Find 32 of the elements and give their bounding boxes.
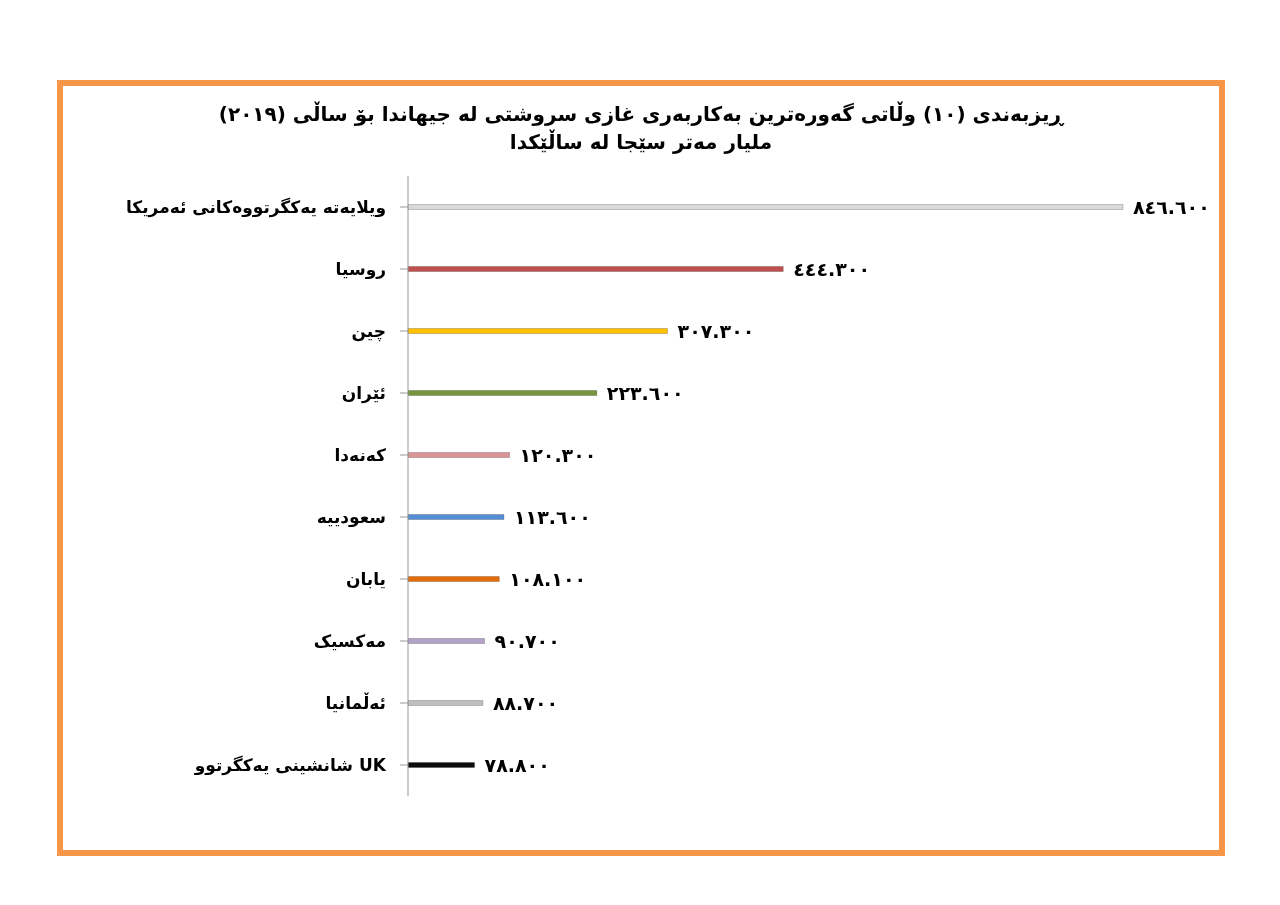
chart-title: ڕیزبەندی (١٠) وڵاتی گەورەترین بەکاربەری غازی سروشتی لە جیهاندا بۆ ساڵی (٢٠١٩) [217, 100, 1066, 128]
data-label: ٨٨.٧٠٠ [492, 691, 559, 714]
bar [407, 700, 484, 707]
data-label: ٧٨.٨٠٠ [484, 753, 550, 776]
y-tick-label: مەکسیک [313, 631, 386, 651]
bar [407, 204, 1124, 211]
y-tick-label: ویلایەتە یەکگرتووەکانی ئەمریکا [125, 197, 386, 218]
y-tick-label: چین [351, 321, 386, 342]
bar [407, 762, 476, 769]
y-tick-label: سعودییە [316, 507, 386, 528]
bar [407, 452, 511, 459]
data-label: ١٠٨.١٠٠ [509, 567, 587, 590]
bar [407, 390, 598, 397]
y-tick-label: ئێران [341, 383, 386, 404]
bar [407, 514, 505, 521]
y-tick-label: شانشینی یەکگرتوو UK [193, 755, 387, 776]
data-label: ٢٢٣.٦٠٠ [606, 381, 684, 404]
bar [407, 328, 669, 335]
y-tick-label: ئەڵمانیا [325, 692, 386, 713]
data-label: ٤٤٤.٣٠٠ [793, 257, 871, 280]
chart-subtitle: ملیار مەتر سێجا لە ساڵێکدا [508, 128, 774, 156]
y-tick-label: یابان [345, 569, 386, 589]
data-label: ٣٠٧.٣٠٠ [677, 319, 755, 342]
bar [407, 576, 500, 583]
data-label: ٩٠.٧٠٠ [494, 629, 560, 652]
y-tick-label: روسیا [335, 259, 386, 280]
data-label: ١٢٠.٣٠٠ [519, 443, 597, 466]
data-label: ٨٤٦.٦٠٠ [1133, 195, 1210, 218]
bar [407, 266, 784, 273]
y-tick-label: کەنەدا [334, 445, 387, 465]
bar [407, 638, 486, 645]
data-label: ١١٣.٦٠٠ [513, 505, 591, 528]
